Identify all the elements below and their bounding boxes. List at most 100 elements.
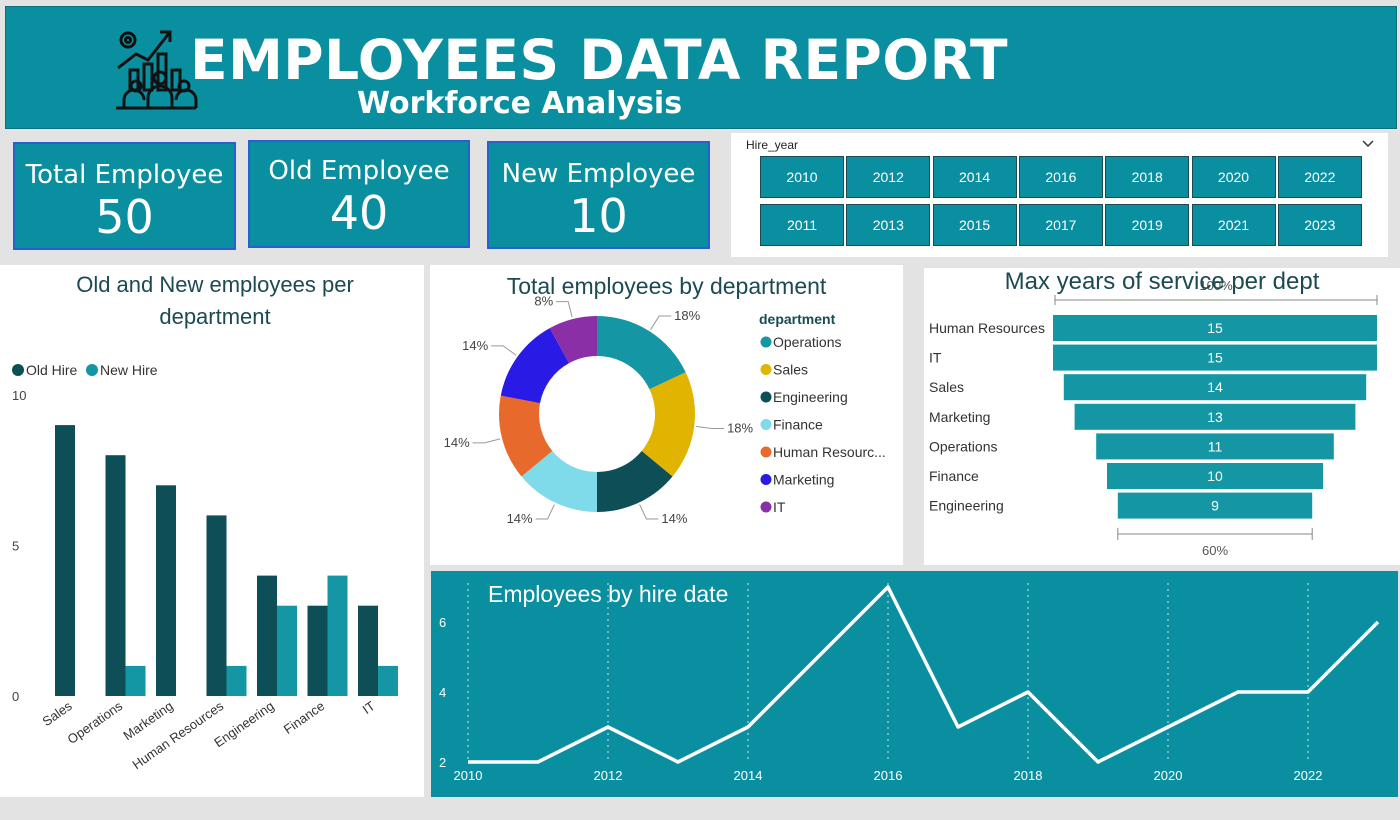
slicer-year-2018[interactable]: 2018 [1105,156,1190,198]
donut-chart: 18% 18% 14% 14% 14% 14% 8% department Operations… [444,294,886,526]
bar [307,605,328,696]
slicer-year-2013[interactable]: 2013 [846,204,931,246]
data-label: 18% [727,421,753,436]
x-tick-label: Finance [281,698,327,737]
legend-marker [760,501,772,513]
data-label: 14% [661,511,687,526]
slicer-year-2016[interactable]: 2016 [1018,156,1103,198]
label-leader-line [472,438,501,444]
label-leader-line [650,315,672,330]
bar [156,485,176,696]
x-tick-label: 2014 [734,768,763,783]
y-tick-label: 5 [12,539,19,554]
donut-slice [597,316,686,390]
legend-marker [12,364,24,376]
x-tick-label: Human Resources [129,698,226,772]
donut-chart-panel: Total employees by department 18% 18% 14% 1… [430,265,903,565]
funnel-chart: 100% 15 Human Resources 15 IT 14 Sales 13 Market… [929,278,1378,558]
funnel-category: Finance [929,468,979,484]
kpi-value: 10 [569,189,628,243]
series-line [468,585,1380,764]
kpi-value: 40 [329,186,389,240]
report-title: EMPLOYEES DATA REPORT [190,28,1009,92]
funnel-bar [1096,433,1334,460]
bar [327,575,348,696]
funnel-value: 9 [1211,498,1219,514]
funnel-bar [1074,403,1356,430]
slicer-year-2021[interactable]: 2021 [1191,204,1276,246]
legend-marker [86,364,98,376]
legend-label: Old Hire [26,362,78,378]
label-leader-line [696,426,725,430]
x-tick-label: 2010 [454,768,483,783]
funnel-bar [1053,315,1377,341]
legend-label: Marketing [773,472,834,488]
legend-label: IT [773,499,786,515]
slicer-year-2014[interactable]: 2014 [932,156,1017,198]
donut-slice [641,372,695,477]
slicer-year-2019[interactable]: 2019 [1105,204,1190,246]
funnel-value: 10 [1207,468,1223,484]
bar [226,665,247,696]
hire-year-slicer: Hire_year 2010 2012 2014 2016 2018 2020 2022 20… [731,133,1388,257]
grouped-bar-chart: Old Hire New Hire0510SalesOperationsMarke… [12,362,398,772]
legend-marker [760,474,772,485]
donut-slice [499,395,553,477]
funnel-value: 11 [1208,438,1223,454]
x-tick-label: 2020 [1154,768,1183,783]
bar [206,515,227,696]
slicer-year-2022[interactable]: 2022 [1277,156,1362,198]
label-leader-line [535,504,555,520]
slicer-year-2015[interactable]: 2015 [932,204,1017,246]
slicer-year-2010[interactable]: 2010 [760,156,844,198]
funnel-category: IT [929,350,942,366]
bar [277,605,297,696]
funnel-chart-panel: 100% 15 Human Resources 15 IT 14 Sales 13 Market… [924,268,1400,565]
bar [257,575,277,696]
bar-chart-panel: Old and New employees per department Old… [0,265,424,797]
bar [105,455,126,696]
funnel-category: Marketing [929,409,990,425]
y-tick-label: 6 [439,615,446,630]
funnel-value: 14 [1207,379,1223,395]
bar [55,425,75,696]
chevron-down-icon[interactable] [1362,139,1374,149]
legend-marker [760,336,772,348]
chart-title: Total employees by department [506,273,827,299]
data-label: 14% [507,511,533,526]
chart-title: Employees by hire date [488,581,729,607]
label-leader-line [556,301,573,318]
data-label: 14% [444,435,470,450]
y-tick-label: 4 [439,685,446,700]
funnel-category: Human Resources [929,320,1045,336]
funnel-category: Sales [929,379,964,395]
donut-slice [500,328,570,404]
funnel-value: 13 [1207,409,1223,425]
funnel-bar [1107,463,1323,489]
report-subtitle: Workforce Analysis [357,86,683,121]
slicer-year-2017[interactable]: 2017 [1018,204,1103,246]
legend-label: Engineering [773,389,848,405]
slicer-year-2012[interactable]: 2012 [846,156,931,198]
legend-label: Operations [773,334,841,350]
x-tick-label: 2012 [594,768,623,783]
chart-title: Old and New employees per department [76,272,354,329]
x-tick-label: 2022 [1294,768,1323,783]
funnel-value: 15 [1207,350,1223,366]
y-tick-label: 0 [12,689,19,704]
data-label: 18% [674,308,700,323]
top-percent-label: 100% [1199,278,1233,293]
legend-marker [760,446,772,458]
slicer-year-2023[interactable]: 2023 [1277,204,1362,246]
funnel-category: Operations [929,438,997,454]
slicer-year-2020[interactable]: 2020 [1191,156,1276,198]
donut-slice [597,450,673,512]
kpi-label: Total Employee [25,160,224,190]
slicer-year-2011[interactable]: 2011 [760,204,844,246]
legend-marker [760,391,772,403]
header-banner [5,6,1397,129]
kpi-old-employee: Old Employee 40 [248,140,470,248]
slicer-label: Hire_year [746,138,799,152]
funnel-bar [1063,374,1367,401]
donut-slice [521,450,597,512]
